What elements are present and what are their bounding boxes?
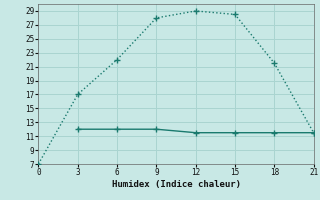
X-axis label: Humidex (Indice chaleur): Humidex (Indice chaleur) — [111, 180, 241, 189]
